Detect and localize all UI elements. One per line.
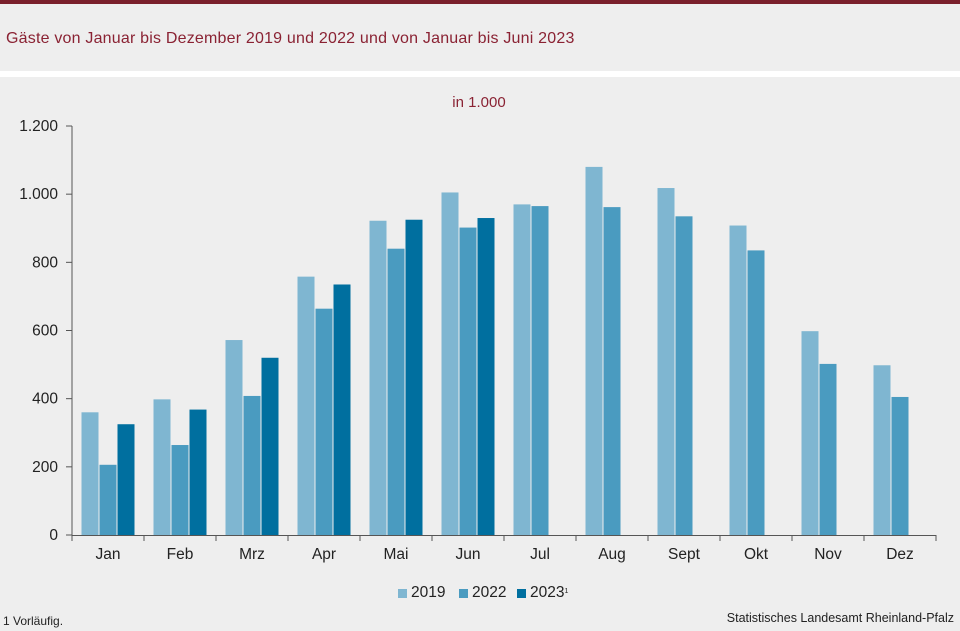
legend-swatch-2019	[398, 588, 407, 598]
x-tick-label: Mai	[384, 546, 409, 563]
bar-2019-mai	[369, 220, 387, 536]
legend-label-2022: 2022	[472, 584, 507, 601]
bar-2022-jan	[99, 464, 117, 535]
x-tick-label: Jul	[530, 546, 550, 563]
bar-2019-jul	[513, 204, 531, 535]
x-tick-label: Jun	[456, 546, 481, 563]
bar-2022-okt	[747, 250, 765, 535]
legend-footnote-mark: 1	[564, 587, 569, 595]
y-tick-label: 200	[32, 459, 58, 476]
bar-2023-feb	[189, 409, 207, 535]
bar-2023-apr	[333, 284, 351, 535]
bar-2022-apr	[315, 308, 333, 535]
bar-2023-mai	[405, 219, 423, 535]
x-tick-label: Nov	[814, 546, 842, 563]
bar-2019-mrz	[225, 340, 243, 535]
top-accent-bar	[0, 0, 960, 4]
bar-2019-apr	[297, 276, 315, 535]
bar-chart: in 1.000 0 200 400 600 800 1.000 1.200 Jan Feb Mrz…	[19, 94, 937, 563]
bar-2019-dez	[873, 365, 891, 535]
title-divider	[0, 71, 960, 77]
x-tick-label: Sept	[668, 546, 701, 563]
source-credit: Statistisches Landesamt Rheinland-Pfalz	[726, 611, 954, 625]
bar-2019-sept	[657, 188, 675, 535]
legend-item-2022: 2022	[459, 584, 506, 602]
y-tick-label: 800	[32, 254, 58, 271]
legend-label-2023: 2023	[530, 584, 565, 601]
bar-2022-aug	[603, 207, 621, 535]
x-tick-label: Jan	[96, 546, 121, 563]
bar-2022-feb	[171, 445, 189, 535]
bar-2022-mrz	[243, 395, 261, 535]
bar-2019-jun	[441, 192, 459, 535]
legend-item-2023: 2023 1	[517, 584, 568, 602]
x-tick-label: Feb	[167, 546, 194, 563]
unit-label: in 1.000	[452, 94, 505, 111]
y-tick-label: 400	[32, 391, 58, 408]
bar-2019-jan	[81, 412, 99, 535]
x-tick-label: Mrz	[239, 546, 265, 563]
bar-2023-jun	[477, 218, 495, 535]
bar-2023-jan	[117, 424, 135, 535]
y-tick-label: 1.000	[19, 186, 58, 203]
bar-2019-aug	[585, 166, 603, 535]
legend-item-2019: 2019	[398, 584, 445, 602]
bar-2022-nov	[819, 363, 837, 535]
footnote: 1 Vorläufig.	[3, 614, 64, 628]
chart-title: Gäste von Januar bis Dezember 2019 und 2…	[6, 30, 575, 47]
legend-swatch-2022	[459, 588, 468, 598]
bar-2022-sept	[675, 216, 693, 535]
x-tick-label: Okt	[744, 546, 769, 563]
y-tick-label: 1.200	[19, 118, 58, 135]
bar-2019-feb	[153, 399, 171, 535]
bar-2019-nov	[801, 331, 819, 535]
legend-label-2019: 2019	[411, 584, 446, 601]
bar-2022-mai	[387, 248, 405, 535]
y-tick-label: 600	[32, 323, 58, 340]
bar-2022-jul	[531, 206, 549, 536]
legend-swatch-2023	[517, 588, 526, 598]
bar-2022-jun	[459, 227, 477, 535]
x-tick-label: Aug	[598, 546, 626, 563]
bar-2022-dez	[891, 396, 909, 535]
x-tick-label: Apr	[312, 546, 336, 563]
x-tick-label: Dez	[886, 546, 914, 563]
bar-2023-mrz	[261, 357, 279, 535]
y-tick-label: 0	[49, 527, 58, 544]
bar-2019-okt	[729, 225, 747, 536]
